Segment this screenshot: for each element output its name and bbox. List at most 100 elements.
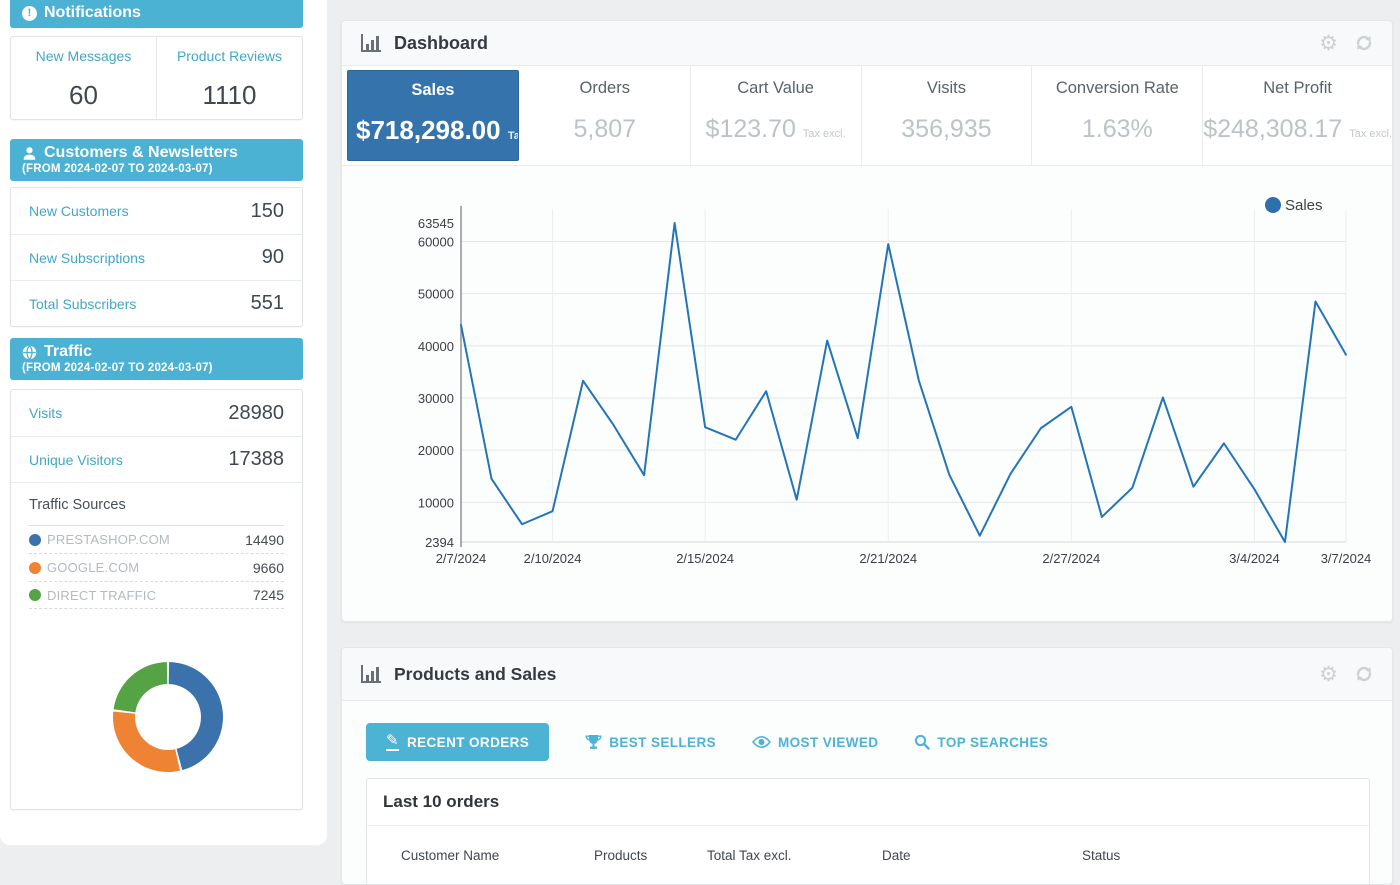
person-icon: [23, 146, 36, 160]
traffic-source-row: DIRECT TRAFFIC 7245: [29, 581, 284, 609]
total-subscribers-value: 551: [250, 292, 284, 314]
new-messages-count: 60: [69, 80, 98, 110]
new-customers-value: 150: [250, 199, 284, 222]
customers-date-range: (FROM 2024-02-07 TO 2024-03-07): [22, 163, 213, 175]
bar-chart-icon: [361, 665, 381, 683]
svg-text:Sales: Sales: [1285, 197, 1323, 214]
kpi-label: Visits: [926, 79, 967, 97]
sidebar: ! Notifications New Messages 60 Product …: [0, 0, 327, 845]
kpi-value: 356,935: [901, 115, 992, 143]
source-label: GOOGLE.COM: [47, 560, 140, 575]
visits-link[interactable]: Visits: [29, 405, 63, 421]
col-status: Status: [1082, 848, 1121, 863]
new-messages-cell: New Messages 60: [11, 37, 156, 119]
last-orders-title: Last 10 orders: [367, 779, 1369, 826]
source-value: 9660: [252, 559, 284, 576]
gear-icon[interactable]: ⚙: [1319, 661, 1338, 686]
svg-text:60000: 60000: [418, 234, 454, 249]
product-reviews-link[interactable]: Product Reviews: [176, 48, 283, 64]
traffic-sources-donut-chart: [93, 642, 243, 792]
traffic-source-row: GOOGLE.COM 9660: [29, 553, 284, 581]
new-subscriptions-link[interactable]: New Subscriptions: [29, 249, 145, 266]
kpi-suffix: Tax excl.: [802, 128, 846, 140]
tab-label: RECENT ORDERS: [406, 734, 530, 750]
unique-visitors-link[interactable]: Unique Visitors: [29, 451, 123, 468]
kpi-value: 1.63%: [1081, 115, 1153, 143]
prestashop-dot-icon: [29, 533, 41, 546]
refresh-icon[interactable]: [1354, 33, 1374, 53]
kpi-tile-net-profit[interactable]: Net Profit $248,308.17 Tax excl.: [1203, 66, 1392, 165]
product-reviews-cell: Product Reviews 1110: [156, 37, 302, 119]
kpi-label: Sales: [411, 81, 455, 99]
kpi-suffix: Tax excl.: [1349, 128, 1392, 140]
svg-text:63545: 63545: [418, 216, 454, 231]
notifications-panel: New Messages 60 Product Reviews 1110: [10, 36, 303, 120]
kpi-label: Conversion Rate: [1055, 79, 1179, 97]
tab-label: BEST SELLERS: [609, 734, 717, 750]
product-reviews-count: 1110: [202, 80, 257, 110]
visits-value: 28980: [228, 401, 284, 424]
svg-text:40000: 40000: [418, 339, 454, 354]
products-tabs: ✎ RECENT ORDERS BEST SELLERS MOST VIEWED: [366, 723, 1048, 761]
tab-label: TOP SEARCHES: [937, 734, 1049, 750]
search-icon: [915, 734, 931, 750]
kpi-tile-visits[interactable]: Visits 356,935: [862, 66, 1033, 165]
traffic-sources-title: Traffic Sources: [29, 497, 126, 513]
products-panel-header: Products and Sales ⚙: [342, 648, 1392, 701]
refresh-icon[interactable]: [1354, 664, 1374, 684]
unique-visitors-row: Unique Visitors 17388: [11, 436, 302, 482]
gear-icon[interactable]: ⚙: [1319, 30, 1338, 55]
traffic-panel: Visits 28980 Unique Visitors 17388 Traff…: [10, 389, 303, 810]
kpi-tile-cart-value[interactable]: Cart Value $123.70 Tax excl.: [691, 66, 862, 165]
svg-text:50000: 50000: [418, 287, 454, 302]
globe-icon: [22, 344, 37, 360]
svg-text:20000: 20000: [418, 443, 454, 458]
kpi-suffix: Tax excl.: [507, 130, 518, 142]
kpi-value: $248,308.17: [1203, 115, 1343, 143]
svg-text:2/7/2024: 2/7/2024: [436, 551, 487, 566]
kpi-tile-orders[interactable]: Orders 5,807: [520, 66, 691, 165]
kpi-tile-sales[interactable]: Sales $718,298.00 Tax excl.: [347, 70, 519, 161]
bar-chart-icon: [361, 34, 381, 52]
tab-most-viewed[interactable]: MOST VIEWED: [752, 735, 878, 750]
visits-row: Visits 28980: [11, 390, 302, 436]
total-subscribers-link[interactable]: Total Subscribers: [29, 295, 137, 312]
kpi-label: Net Profit: [1263, 79, 1332, 97]
traffic-date-range: (FROM 2024-02-07 TO 2024-03-07): [22, 362, 213, 374]
new-messages-link[interactable]: New Messages: [35, 48, 132, 64]
new-customers-link[interactable]: New Customers: [29, 203, 129, 219]
products-title: Products and Sales: [394, 663, 557, 684]
col-total-tax-excl: Total Tax excl.: [707, 848, 792, 863]
notifications-panel-header: ! Notifications: [10, 0, 303, 28]
dashboard-panel-header: Dashboard ⚙: [342, 21, 1392, 66]
source-label: DIRECT TRAFFIC: [47, 587, 157, 603]
kpi-label: Cart Value: [737, 79, 814, 97]
col-customer-name: Customer Name: [401, 848, 500, 863]
svg-text:2/10/2024: 2/10/2024: [524, 551, 582, 566]
last-orders-box: Last 10 orders Customer Name Products To…: [366, 778, 1370, 884]
notifications-title: Notifications: [44, 4, 141, 21]
orders-table-header: Customer Name Products Total Tax excl. D…: [367, 826, 1369, 863]
col-date: Date: [882, 848, 911, 863]
svg-text:2394: 2394: [425, 535, 454, 550]
direct-dot-icon: [29, 589, 41, 601]
trophy-icon: [585, 735, 602, 749]
google-dot-icon: [29, 561, 41, 574]
source-value: 14490: [245, 531, 284, 548]
new-subscriptions-value: 90: [261, 246, 284, 268]
svg-text:2/27/2024: 2/27/2024: [1042, 551, 1100, 566]
dashboard-panel: Dashboard ⚙ Sales $718,298.00 Tax excl. …: [341, 20, 1393, 622]
svg-text:3/7/2024: 3/7/2024: [1321, 551, 1372, 566]
tab-label: MOST VIEWED: [778, 734, 879, 750]
sales-line-chart: 2394 10000 20000 30000 40000 50000 60000 63545 2…: [418, 197, 1372, 566]
kpi-value: 5,807: [573, 115, 637, 143]
tab-top-searches[interactable]: TOP SEARCHES: [914, 734, 1048, 750]
kpi-tile-conversion-rate[interactable]: Conversion Rate 1.63%: [1032, 66, 1204, 165]
customers-panel-header: Customers & Newsletters (FROM 2024-02-07…: [10, 139, 303, 181]
tab-recent-orders[interactable]: ✎ RECENT ORDERS: [366, 723, 550, 761]
kpi-row: Sales $718,298.00 Tax excl. Orders 5,807…: [342, 66, 1392, 166]
dashboard-title: Dashboard: [394, 32, 489, 53]
source-value: 7245: [252, 587, 284, 603]
tab-best-sellers[interactable]: BEST SELLERS: [585, 734, 716, 750]
source-label: PRESTASHOP.COM: [47, 532, 170, 547]
